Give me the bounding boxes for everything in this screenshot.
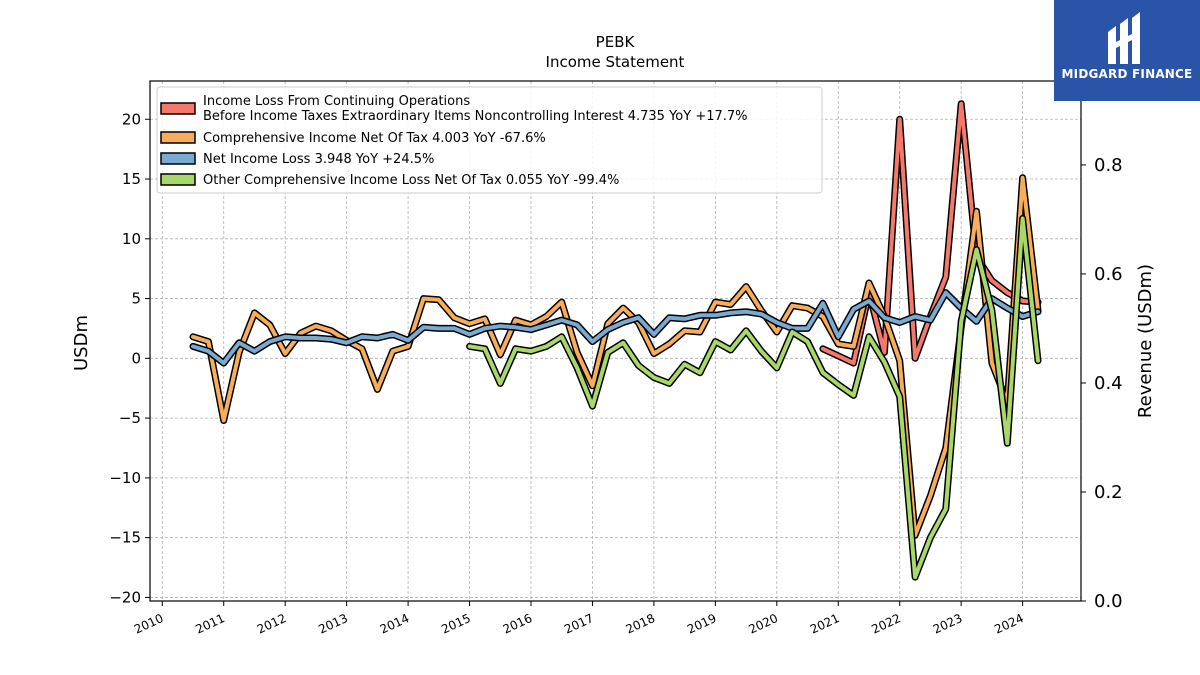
legend-label-income-loss-line2: Before Income Taxes Extraordinary Items … (203, 109, 748, 124)
x-tick-label: 2011 (193, 611, 227, 637)
y-tick-label: 10 (122, 230, 141, 248)
chart-title: PEBK (596, 33, 636, 51)
x-tick-label: 2015 (439, 611, 473, 637)
x-tick-label: 2024 (992, 611, 1026, 637)
series-outline-0 (819, 100, 1042, 367)
y-tick-label: −5 (119, 409, 141, 427)
y-axis-right-label: Revenue (USDm) (1135, 264, 1156, 418)
y-right-tick-label: 0.2 (1094, 482, 1123, 503)
chart-subtitle: Income Statement (546, 53, 685, 71)
y-right-tick-label: 0.4 (1094, 373, 1123, 394)
brand-logo: MIDGARD FINANCE (1054, 0, 1200, 101)
x-tick-label: 2021 (808, 611, 842, 637)
y-axis-label: USDm (71, 315, 92, 371)
midgard-logo-icon (1108, 12, 1140, 64)
legend-swatch-other-comprehensive (160, 173, 196, 186)
legend: Income Loss From Continuing Operations B… (156, 86, 823, 194)
x-tick-label: 2020 (746, 611, 780, 637)
legend-label-other-comprehensive: Other Comprehensive Income Loss Net Of T… (203, 173, 619, 188)
y-right-tick-label: 0.8 (1094, 155, 1123, 176)
y-tick-label: −10 (109, 469, 141, 487)
legend-swatch-income-loss (160, 102, 196, 115)
x-tick-label: 2018 (624, 611, 658, 637)
y-right-tick-label: 0.0 (1094, 591, 1123, 612)
legend-box (156, 86, 823, 194)
x-tick-label: 2016 (501, 611, 535, 637)
plot-frame (149, 80, 1082, 602)
y-tick-label: −20 (109, 588, 141, 606)
legend-label-net-income: Net Income Loss 3.948 YoY +24.5% (203, 152, 434, 167)
x-tick-label: 2012 (255, 611, 289, 637)
y-tick-label: 20 (122, 110, 141, 128)
series-outline-3 (466, 215, 1042, 581)
axes-frame (149, 80, 1082, 602)
legend-swatch-net-income (160, 152, 196, 165)
x-tick-label: 2023 (931, 611, 965, 637)
x-tick-label: 2010 (132, 611, 166, 637)
x-tick-label: 2013 (316, 611, 350, 637)
series-line-3 (467, 216, 1040, 580)
y-tick-label: −15 (109, 529, 141, 547)
series-line-2 (191, 290, 1040, 366)
series-lines (189, 100, 1042, 581)
brand-logo-text: MIDGARD FINANCE (1061, 67, 1193, 81)
series-line-1 (191, 175, 1040, 538)
y-tick-label: 15 (122, 170, 141, 188)
legend-label-comprehensive-income: Comprehensive Income Net Of Tax 4.003 Yo… (203, 131, 546, 146)
x-tick-label: 2014 (378, 611, 412, 637)
legend-label-income-loss-line1: Income Loss From Continuing Operations (203, 94, 470, 109)
y-right-tick-label: 0.6 (1094, 264, 1123, 285)
y-tick-label: 0 (131, 349, 141, 367)
x-tick-label: 2017 (562, 611, 596, 637)
y-tick-label: 5 (131, 290, 141, 308)
x-tick-label: 2022 (869, 611, 903, 637)
legend-swatch-comprehensive-income (160, 131, 196, 144)
x-tick-label: 2019 (685, 611, 719, 637)
